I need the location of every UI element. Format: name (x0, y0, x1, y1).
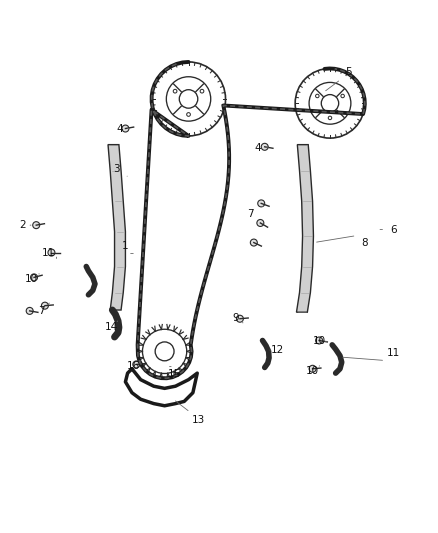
Text: 4: 4 (117, 124, 123, 134)
Text: 3: 3 (113, 165, 120, 174)
Text: 16: 16 (127, 361, 140, 371)
Polygon shape (108, 144, 125, 310)
Text: 2: 2 (19, 220, 25, 230)
Text: 9: 9 (232, 313, 239, 323)
Text: 11: 11 (42, 248, 55, 259)
Polygon shape (297, 144, 314, 312)
Text: 10: 10 (25, 273, 38, 284)
Text: 6: 6 (390, 224, 396, 235)
Text: 15: 15 (168, 369, 181, 379)
Text: 10: 10 (306, 366, 319, 376)
Text: 10: 10 (313, 336, 326, 346)
Circle shape (26, 308, 33, 314)
Circle shape (31, 274, 38, 281)
Circle shape (261, 143, 268, 150)
Circle shape (42, 302, 48, 309)
Text: 4: 4 (255, 143, 261, 152)
Circle shape (258, 200, 265, 207)
Circle shape (309, 365, 316, 372)
Circle shape (257, 220, 264, 227)
Text: 11: 11 (386, 348, 400, 358)
Circle shape (237, 315, 244, 322)
Circle shape (251, 239, 257, 246)
Circle shape (48, 249, 55, 256)
Text: 12: 12 (271, 345, 284, 355)
Text: 1: 1 (122, 240, 129, 251)
Circle shape (122, 125, 129, 132)
Text: 7: 7 (247, 209, 254, 219)
Text: 13: 13 (191, 415, 205, 425)
Text: 14: 14 (105, 321, 118, 332)
Circle shape (316, 337, 322, 344)
Text: 7: 7 (38, 306, 45, 316)
Circle shape (133, 361, 140, 368)
Text: 8: 8 (361, 238, 367, 248)
Circle shape (33, 222, 40, 229)
Text: 5: 5 (346, 67, 352, 77)
